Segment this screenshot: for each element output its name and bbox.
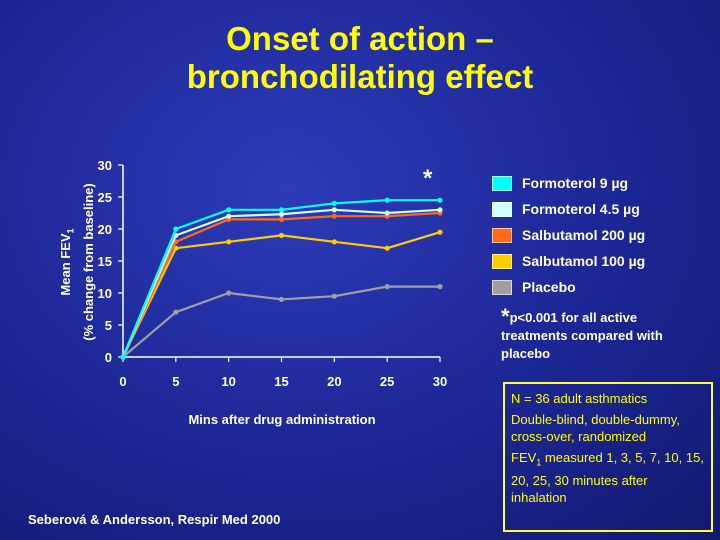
legend-label: Formoterol 4.5 µg xyxy=(522,201,640,217)
legend-item-formoterol-4-5: Formoterol 4.5 µg xyxy=(492,196,645,222)
data-point xyxy=(278,211,285,217)
legend-item-formoterol-9: Formoterol 9 µg xyxy=(492,170,645,196)
legend-label: Placebo xyxy=(522,279,576,295)
study-info-box: N = 36 adult asthmatics Double-blind, do… xyxy=(503,382,713,532)
data-point xyxy=(331,293,337,299)
x-tick-label: 5 xyxy=(172,374,179,389)
data-point xyxy=(278,232,285,238)
data-point xyxy=(226,213,232,219)
y-tick-label: 0 xyxy=(105,350,112,365)
data-point xyxy=(120,354,126,360)
citation: Seberová & Andersson, Respir Med 2000 xyxy=(28,512,281,527)
info-line-2: Double-blind, double-dummy, cross-over, … xyxy=(511,412,680,444)
y-tick-label: 20 xyxy=(98,222,112,237)
chart-axes xyxy=(118,164,441,362)
data-point xyxy=(331,239,337,245)
x-tick-label: 0 xyxy=(119,374,126,389)
significance-note: *p<0.001 for all active treatments compa… xyxy=(501,306,701,363)
data-point xyxy=(384,245,390,251)
chart-tick-labels: 0 5 10 15 20 25 30 0 5 10 15 20 25 30 xyxy=(98,158,448,389)
title-line-2: bronchodilating effect xyxy=(186,58,534,95)
legend-label: Salbutamol 200 µg xyxy=(522,227,646,243)
x-tick-label: 25 xyxy=(380,374,394,389)
legend-swatch xyxy=(492,279,512,295)
data-point xyxy=(226,239,232,245)
y-tick-label: 25 xyxy=(98,190,112,205)
data-point xyxy=(437,197,443,203)
data-point xyxy=(331,200,337,206)
data-point xyxy=(226,290,232,296)
data-point xyxy=(173,309,179,315)
significance-note-text: p<0.001 for all active treatments compar… xyxy=(501,310,663,361)
significance-note-asterisk: * xyxy=(501,304,510,329)
chart-series xyxy=(120,197,443,360)
data-point xyxy=(331,207,337,213)
info-line-3: FEV1 measured 1, 3, 5, 7, 10, 15, 20, 25… xyxy=(511,450,704,505)
x-tick-label: 10 xyxy=(221,374,235,389)
legend-swatch xyxy=(492,201,512,217)
data-point xyxy=(331,213,337,219)
series-line xyxy=(121,199,440,358)
legend-label: Formoterol 9 µg xyxy=(522,175,629,191)
x-tick-label: 20 xyxy=(327,374,341,389)
x-tick-label: 30 xyxy=(433,374,447,389)
legend-swatch xyxy=(492,227,512,243)
y-tick-label: 5 xyxy=(105,318,112,333)
data-point xyxy=(226,207,232,213)
data-point xyxy=(278,207,285,213)
data-point xyxy=(278,296,285,302)
data-point xyxy=(437,229,443,235)
legend-item-salbutamol-100: Salbutamol 100 µg xyxy=(492,248,645,274)
legend-label: Salbutamol 100 µg xyxy=(522,253,646,269)
legend-item-salbutamol-200: Salbutamol 200 µg xyxy=(492,222,645,248)
y-tick-label: 10 xyxy=(98,286,112,301)
y-tick-label: 15 xyxy=(98,254,112,269)
data-point xyxy=(384,284,390,290)
data-point xyxy=(437,284,443,290)
y-tick-label: 30 xyxy=(98,158,112,173)
legend-item-placebo: Placebo xyxy=(492,274,645,300)
data-point xyxy=(278,216,285,222)
y-axis-label: Mean FEV1 (% change from baseline) xyxy=(58,183,96,341)
data-point xyxy=(384,197,390,203)
legend-swatch xyxy=(492,175,512,191)
legend-swatch xyxy=(492,253,512,269)
title-line-1: Onset of action – xyxy=(226,20,494,57)
info-line-1: N = 36 adult asthmatics xyxy=(511,391,648,406)
data-point xyxy=(437,207,443,213)
x-tick-label: 15 xyxy=(274,374,288,389)
significance-asterisk: * xyxy=(423,165,433,192)
data-point xyxy=(173,226,179,232)
data-point xyxy=(384,210,390,216)
series-line xyxy=(121,208,441,358)
chart-legend: Formoterol 9 µg Formoterol 4.5 µg Salbut… xyxy=(492,170,645,300)
x-axis-label: Mins after drug administration xyxy=(188,412,376,427)
slide-title: Onset of action – bronchodilating effect xyxy=(0,20,720,96)
